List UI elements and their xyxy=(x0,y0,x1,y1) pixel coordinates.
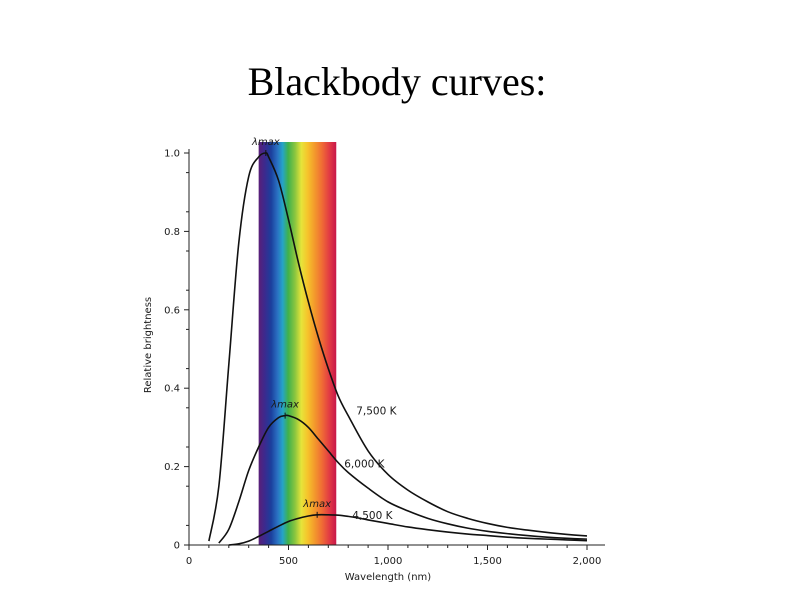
x-tick-label: 500 xyxy=(279,556,298,567)
x-axis-label: Wavelength (nm) xyxy=(345,572,431,583)
curve-4-500-k xyxy=(228,513,588,546)
slide-title: Blackbody curves: xyxy=(247,59,547,104)
lambda-max-label-7-500-k: λmax xyxy=(251,137,280,148)
x-tick-label: 2,000 xyxy=(573,556,602,567)
y-tick-label: 0.8 xyxy=(164,227,180,238)
x-tick-label: 1,000 xyxy=(374,556,403,567)
lambda-max-label-4-500-k: λmax xyxy=(302,499,331,510)
curve-label-7-500-k: 7,500 K xyxy=(356,406,397,418)
curve-6-000-k xyxy=(218,414,588,544)
y-tick-label: 1.0 xyxy=(164,149,180,160)
lambda-max-label-6-000-k: λmax xyxy=(270,400,299,411)
visible-spectrum-band xyxy=(258,142,337,545)
curve-7-500-k xyxy=(208,152,588,542)
y-tick-label: 0.2 xyxy=(164,462,180,473)
x-tick-label: 0 xyxy=(186,556,192,567)
y-tick-label: 0 xyxy=(174,541,180,552)
y-axis-label: Relative brightness xyxy=(143,297,154,393)
curve-label-4-500-k: 4,500 K xyxy=(352,510,393,522)
y-tick-label: 0.4 xyxy=(164,384,180,395)
curve-label-6-000-k: 6,000 K xyxy=(344,459,385,471)
x-tick-label: 1,500 xyxy=(473,556,502,567)
y-tick-label: 0.6 xyxy=(164,305,180,316)
